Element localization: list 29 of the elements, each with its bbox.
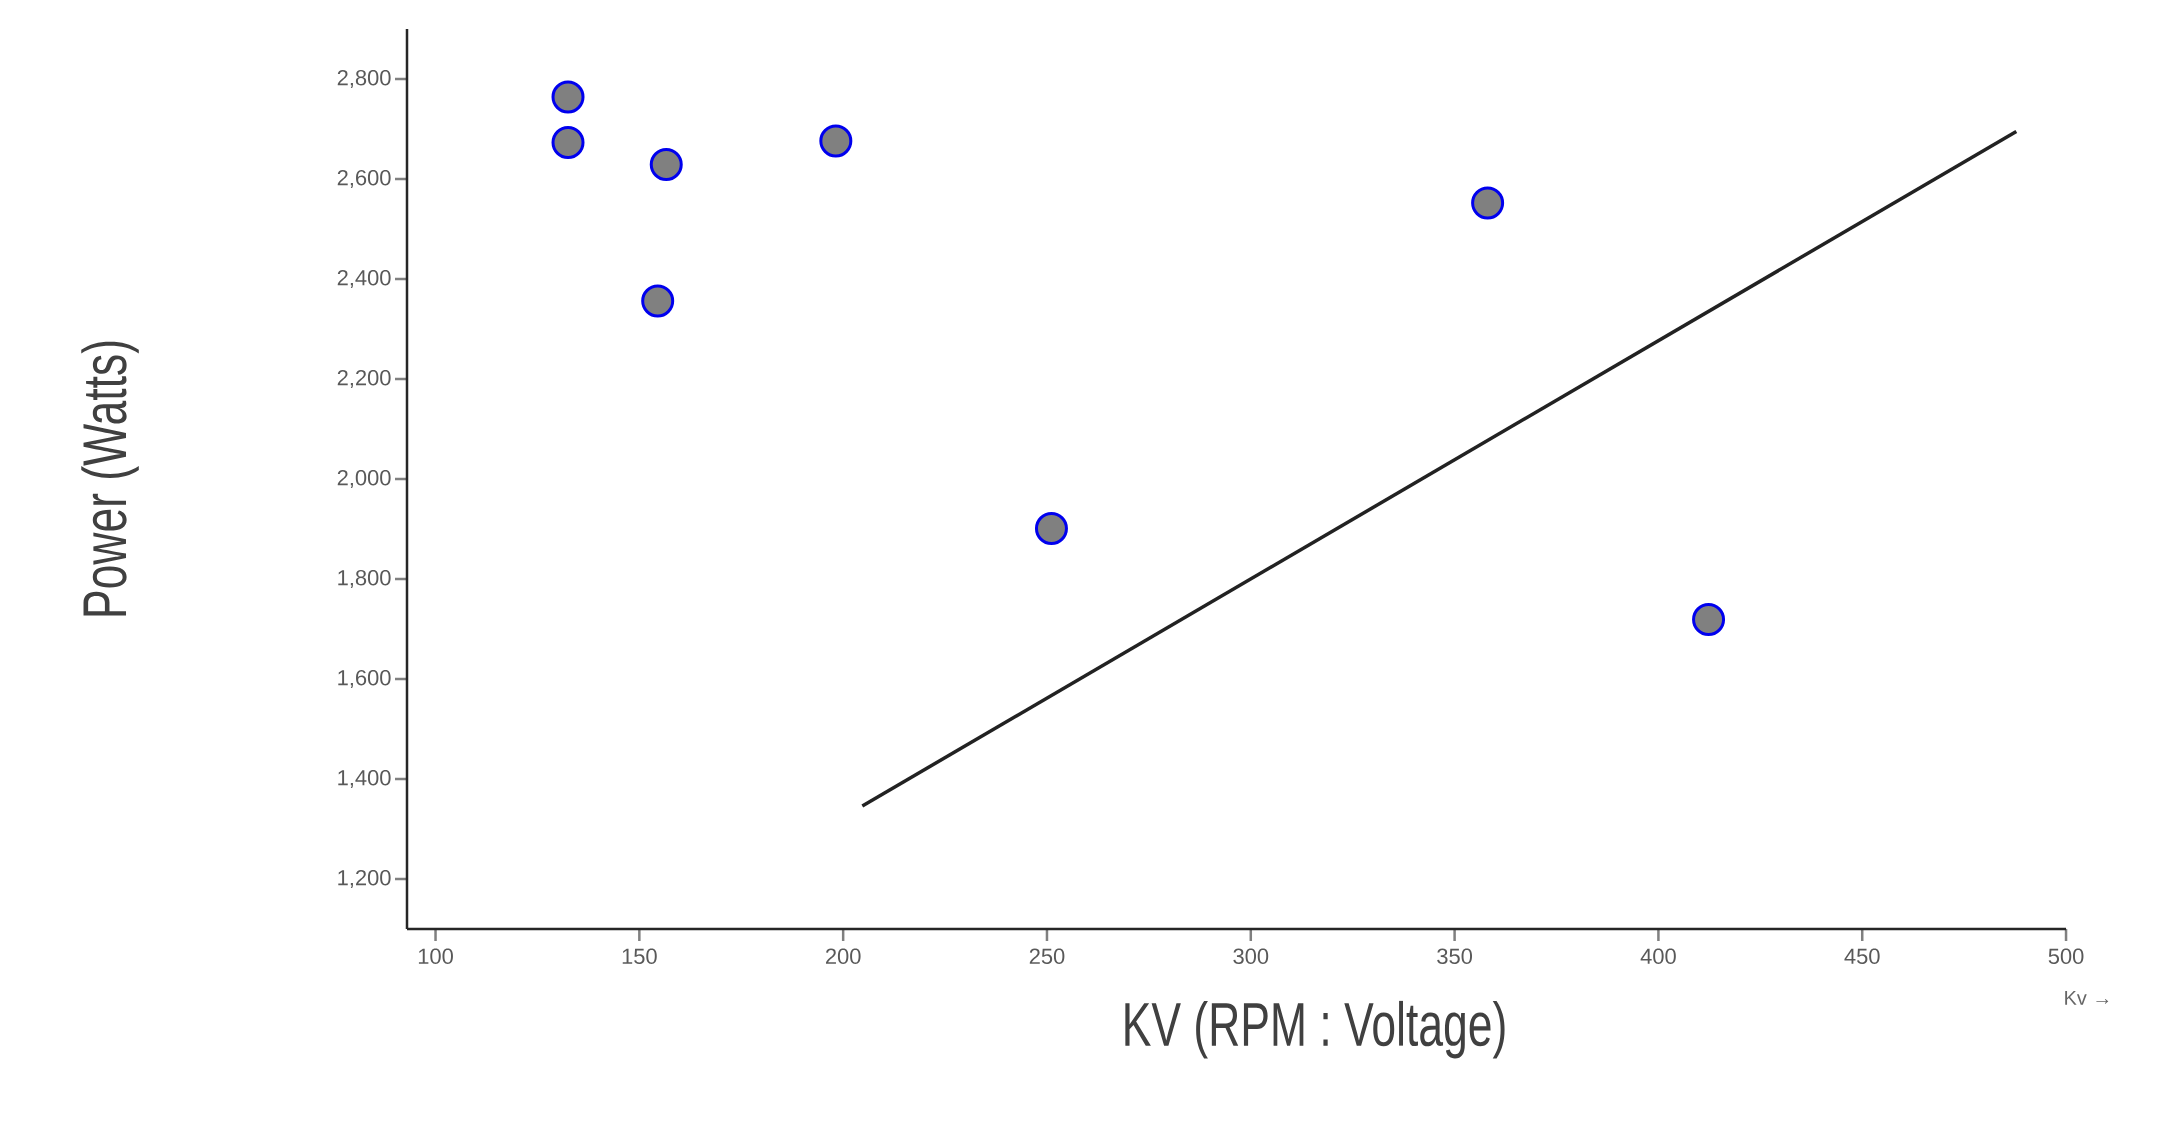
x-tick-label: 300 (1233, 948, 1269, 965)
y-axis-title: Power (Watts) (81, 341, 139, 616)
x-tick-label: 250 (1029, 948, 1065, 965)
y-tick-label: 2,200 (337, 369, 391, 389)
x-tick-label: 200 (825, 948, 861, 965)
y-tick-label: 2,800 (337, 69, 391, 89)
point (649, 147, 683, 181)
point (551, 80, 585, 114)
y-tick-label: 1,200 (338, 869, 391, 889)
point (551, 125, 585, 159)
x-tick-label: 350 (1437, 948, 1473, 965)
x-axis-title: KV (RPM : Voltage) (1125, 1000, 1505, 1059)
x-tick-label: 450 (1844, 948, 1880, 965)
point (1692, 603, 1726, 636)
y-tick-label: 2,600 (337, 169, 391, 189)
point (819, 124, 853, 158)
x-tick-label: 150 (622, 948, 657, 965)
point (641, 284, 675, 318)
text: Kv → (2065, 991, 2109, 1005)
y-tick-label: 2,000 (337, 469, 391, 489)
y-tick-label: 1,800 (338, 569, 391, 589)
point (1034, 511, 1068, 545)
x-tick-label: 100 (418, 948, 453, 965)
y-tick-label: 2,400 (337, 269, 391, 289)
y-tick-label: 1,400 (338, 769, 391, 789)
y-tick-label: 1,600 (338, 669, 391, 689)
point (1471, 186, 1505, 220)
x-tick-label: 500 (2048, 948, 2084, 965)
x-tick-label: 400 (1640, 948, 1676, 965)
